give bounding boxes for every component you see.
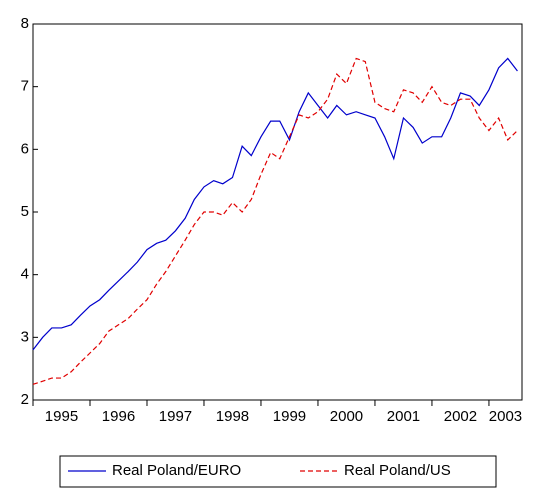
x-tick-label: 2000 [330,408,363,425]
y-tick-label: 3 [21,328,29,345]
y-tick-label: 2 [21,391,29,408]
x-tick-label: 1996 [102,408,135,425]
plot-frame [32,23,523,401]
legend-box [59,455,497,488]
data-line [32,57,518,385]
y-tick-label: 4 [21,266,29,283]
data-line [32,57,518,351]
y-tick-label: 7 [21,78,29,95]
x-tick-label: 2003 [489,408,522,425]
y-tick-label: 6 [21,140,29,157]
x-tick-label: 1995 [45,408,78,425]
x-tick-label: 2002 [444,408,477,425]
x-tick-label: 2001 [387,408,420,425]
x-tick-label: 1998 [216,408,249,425]
x-tick-label: 1997 [159,408,192,425]
y-tick-label: 5 [21,203,29,220]
legend-label: Real Poland/US [344,462,451,479]
x-tick-label: 1999 [273,408,306,425]
y-tick-label: 8 [21,15,29,32]
legend-label: Real Poland/EURO [112,462,241,479]
